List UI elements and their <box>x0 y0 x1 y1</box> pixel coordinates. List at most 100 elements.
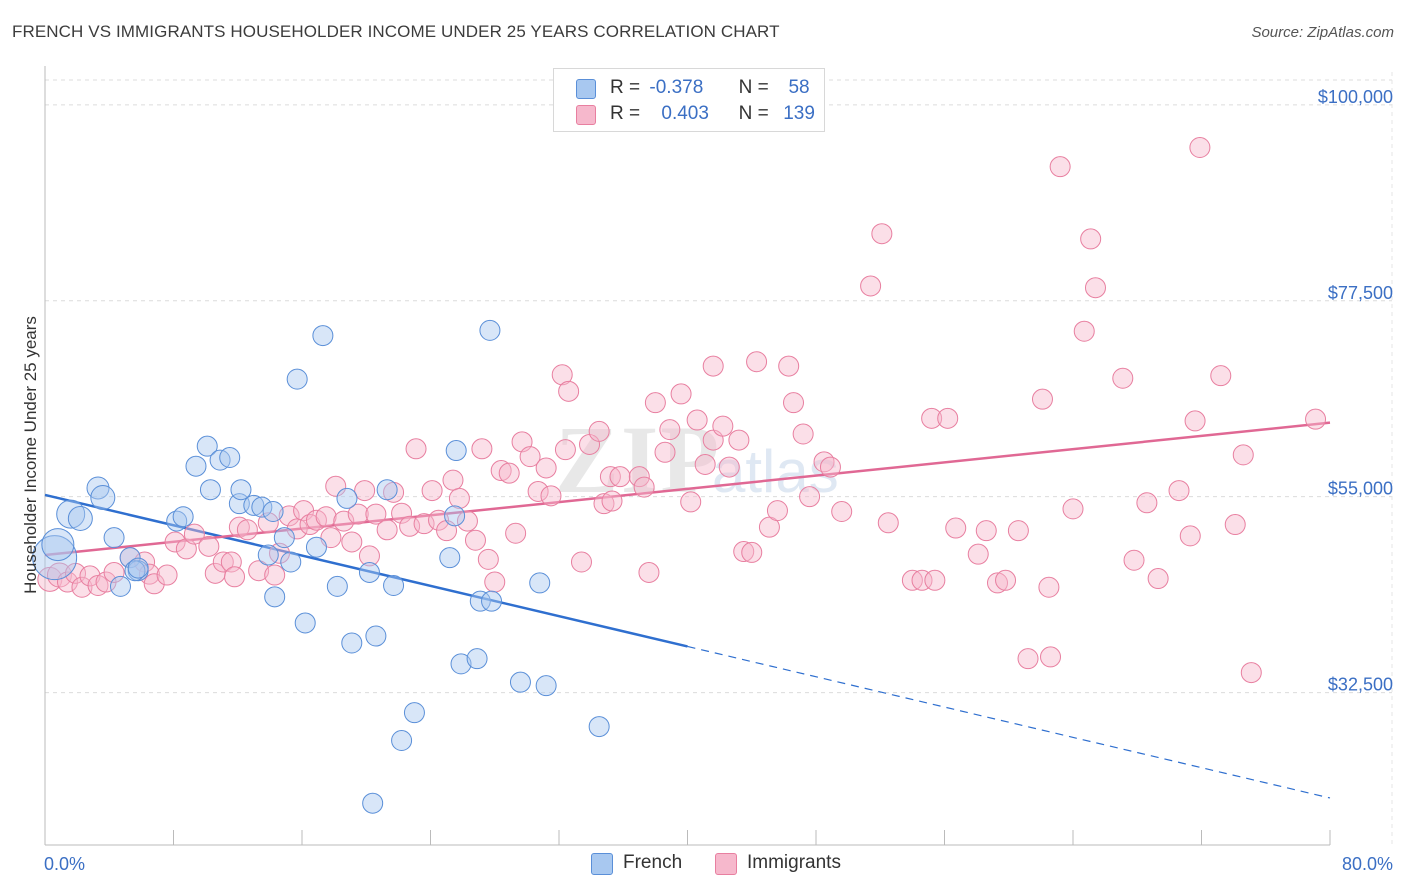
immigrants-point <box>1147 568 1169 590</box>
french-point <box>376 479 398 501</box>
immigrants-point <box>341 531 363 553</box>
french-trend-line <box>44 493 688 648</box>
trend-lines <box>44 421 1331 799</box>
immigrants-point <box>428 509 450 531</box>
immigrants-point <box>799 486 821 508</box>
legend-r-label: R = <box>610 103 641 124</box>
legend-r-label: R = <box>610 77 641 98</box>
y-tick-label: $55,000 <box>1328 479 1393 499</box>
immigrants-point <box>819 456 841 478</box>
french-point <box>466 648 488 670</box>
immigrants-point <box>733 541 755 563</box>
french-point <box>172 506 194 528</box>
immigrants-point <box>1062 498 1084 520</box>
watermark-atlas: atlas <box>712 438 839 505</box>
immigrants-point <box>56 571 78 593</box>
french-point <box>109 575 131 597</box>
french-point <box>326 575 348 597</box>
x-tick-labels: 0.0% 80.0% <box>44 854 1393 874</box>
immigrants-point <box>937 407 959 429</box>
immigrants-point <box>924 569 946 591</box>
french-point <box>336 487 358 509</box>
immigrants-point <box>269 542 291 564</box>
immigrants-point <box>1031 388 1053 410</box>
french-point <box>312 325 334 347</box>
immigrants-point <box>198 535 220 557</box>
immigrants-point <box>601 490 623 512</box>
french-point <box>341 632 363 654</box>
y-axis-label: Householder Income Under 25 years <box>21 316 40 594</box>
immigrants-point <box>554 439 576 461</box>
immigrants-point <box>588 420 610 442</box>
immigrants-point <box>320 527 342 549</box>
gridlines <box>45 72 1393 845</box>
immigrants-point <box>593 493 615 515</box>
bottom-legend-swatch-french <box>591 853 613 875</box>
immigrants-point <box>505 522 527 544</box>
y-tick-label: $32,500 <box>1328 675 1393 695</box>
x-tick-label: 80.0% <box>1342 854 1393 874</box>
immigrants-point <box>860 275 882 297</box>
axes <box>44 66 1331 846</box>
legend-n-label: N = <box>738 103 769 124</box>
immigrants-point <box>654 441 676 463</box>
immigrants-point <box>103 561 125 583</box>
immigrants-point <box>987 572 1009 594</box>
immigrants-point <box>1305 408 1327 430</box>
french-point <box>358 561 380 583</box>
french-points <box>32 319 610 814</box>
french-point <box>450 653 472 675</box>
french-point <box>230 479 252 501</box>
y-tick-labels: $32,500 $55,000 $77,500 $100,000 <box>1318 87 1393 695</box>
french-point <box>257 544 279 566</box>
immigrants-point <box>712 415 734 437</box>
immigrants-trend-line <box>44 421 1331 557</box>
french-point <box>365 625 387 647</box>
french-point <box>262 500 284 522</box>
immigrants-point <box>921 407 943 429</box>
immigrants-point <box>718 456 740 478</box>
legend-r-value: -0.378 <box>649 77 704 98</box>
chart-title: FRENCH VS IMMIGRANTS HOUSEHOLDER INCOME … <box>12 22 780 41</box>
immigrants-point <box>224 566 246 588</box>
x-tick-label: 0.0% <box>44 854 85 874</box>
immigrants-point <box>702 355 724 377</box>
immigrants-point <box>945 517 967 539</box>
immigrants-point <box>405 438 427 460</box>
immigrants-point <box>1084 277 1106 299</box>
immigrants-point <box>680 491 702 513</box>
immigrants-point <box>257 512 279 534</box>
french-point <box>119 547 141 569</box>
french-point <box>294 612 316 634</box>
immigrants-point <box>1073 320 1095 342</box>
french-point <box>469 590 491 612</box>
immigrants-point <box>484 571 506 593</box>
immigrants-point <box>46 562 72 588</box>
bottom-legend-label-french: French <box>623 852 683 873</box>
immigrants-point <box>783 392 805 414</box>
immigrants-point <box>1038 576 1060 598</box>
french-point <box>86 476 110 500</box>
immigrants-point <box>358 545 380 567</box>
immigrants-point <box>527 480 549 502</box>
legend-r-value: 0.403 <box>661 103 709 124</box>
french-point <box>185 455 207 477</box>
immigrants-point <box>1224 514 1246 536</box>
immigrants-point <box>633 476 655 498</box>
immigrants-point <box>315 506 337 528</box>
immigrants-point <box>347 503 369 525</box>
immigrants-point <box>1232 444 1254 466</box>
immigrants-point <box>871 223 893 245</box>
y-tick-label: $77,500 <box>1328 283 1393 303</box>
immigrants-point <box>877 512 899 534</box>
french-point <box>264 586 286 608</box>
immigrants-point <box>609 466 631 488</box>
immigrants-point <box>365 503 387 525</box>
immigrants-point <box>1210 365 1232 387</box>
french-point <box>509 671 531 693</box>
french-point <box>90 485 116 511</box>
legend-n-label: N = <box>738 77 769 98</box>
french-point <box>439 547 461 569</box>
immigrants-point <box>995 569 1017 591</box>
immigrants-point <box>1080 228 1102 250</box>
